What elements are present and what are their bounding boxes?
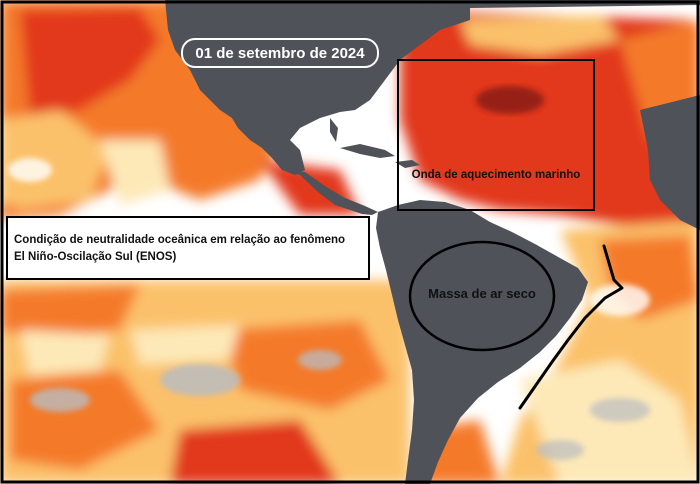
cold-anomaly-patches bbox=[8, 158, 650, 460]
dry-air-label: Massa de ar seco bbox=[428, 286, 536, 301]
heat-wave-box bbox=[397, 59, 595, 211]
south-america-landmass bbox=[376, 200, 588, 484]
enso-annotation-box: Condição de neutralidade oceânica em rel… bbox=[6, 216, 370, 280]
enso-text-line2: El Niño-Oscilação Sul (ENOS) bbox=[14, 251, 177, 263]
enso-text-line1: Condição de neutralidade oceânica em rel… bbox=[14, 234, 346, 246]
caribbean-islands bbox=[340, 144, 395, 158]
heat-wave-label: Onda de aquecimento marinho bbox=[411, 169, 581, 181]
florida bbox=[330, 118, 338, 142]
africa-landmass bbox=[640, 95, 700, 230]
central-america bbox=[282, 170, 378, 215]
coastal-front-line bbox=[518, 244, 624, 410]
date-label: 01 de setembro de 2024 bbox=[181, 38, 379, 68]
heat-core bbox=[476, 86, 544, 114]
north-america-landmass bbox=[165, 0, 470, 175]
dry-air-ellipse bbox=[408, 240, 556, 352]
